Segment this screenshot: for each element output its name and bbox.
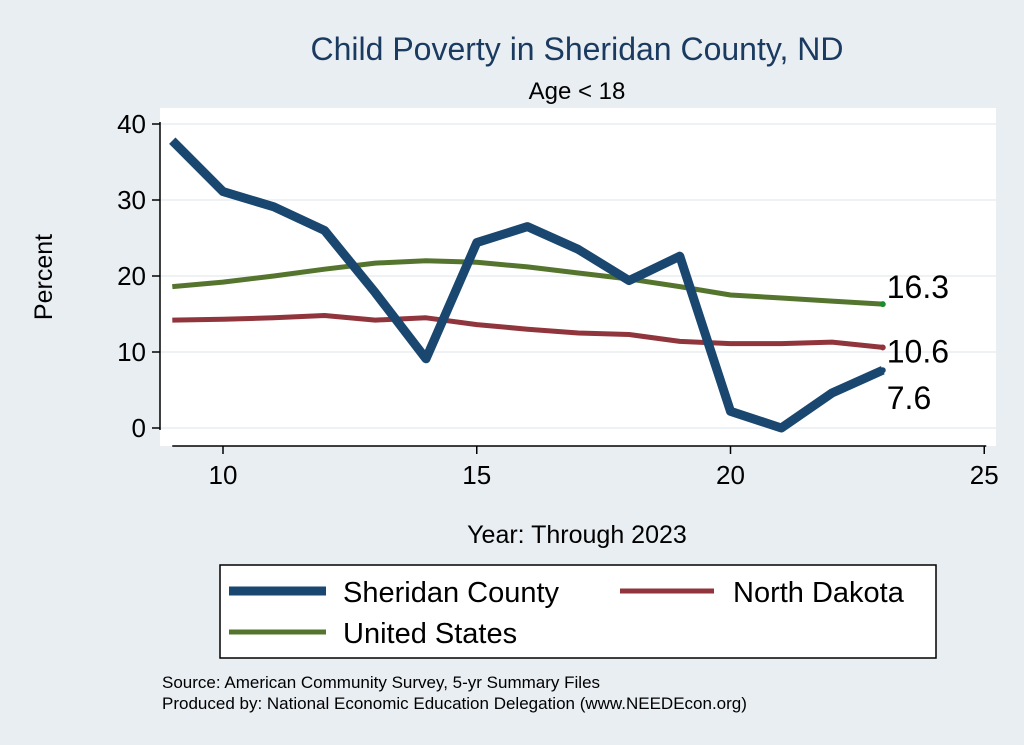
legend-label: Sheridan County: [343, 577, 560, 609]
y-tick-label: 20: [117, 261, 146, 291]
x-tick-label: 10: [209, 460, 238, 490]
legend: Sheridan County North Dakota United States: [219, 564, 937, 659]
series-line-united-states: [172, 258, 883, 307]
produced-by-line: Produced by: National Economic Education…: [162, 694, 747, 713]
plot-area: [160, 108, 996, 446]
y-axis-label: Percent: [30, 234, 58, 320]
series-end-point: [879, 367, 886, 374]
y-tick-label: 0: [132, 413, 146, 443]
x-tick-label: 20: [716, 460, 745, 490]
x-tick-label: 15: [462, 460, 491, 490]
end-value-label: 7.6: [887, 380, 931, 416]
x-axis-label: Year: Through 2023: [467, 521, 687, 549]
series-layer: [169, 137, 886, 433]
series-end-point: [879, 344, 886, 351]
legend-box: [219, 564, 937, 659]
y-tick-label: 40: [117, 109, 146, 139]
series-line-sheridan-county: [169, 137, 885, 433]
axes: 0 10 20 30 40 10 15 20 25: [117, 109, 999, 490]
y-tick-label: 30: [117, 185, 146, 215]
source-line: Source: American Community Survey, 5-yr …: [162, 673, 600, 692]
grid-lines: [160, 123, 996, 429]
legend-label: United States: [343, 618, 517, 650]
end-labels: 7.6 10.6 16.3: [887, 269, 949, 416]
chart-subtitle: Age < 18: [529, 78, 626, 105]
x-tick-label: 25: [970, 460, 999, 490]
legend-label: North Dakota: [733, 577, 905, 609]
series-line-north-dakota: [172, 313, 884, 350]
end-value-label: 10.6: [887, 333, 949, 369]
end-value-label: 16.3: [887, 269, 949, 305]
y-tick-label: 10: [117, 337, 146, 367]
chart-title: Child Poverty in Sheridan County, ND: [311, 31, 844, 67]
series-end-point: [879, 301, 886, 308]
